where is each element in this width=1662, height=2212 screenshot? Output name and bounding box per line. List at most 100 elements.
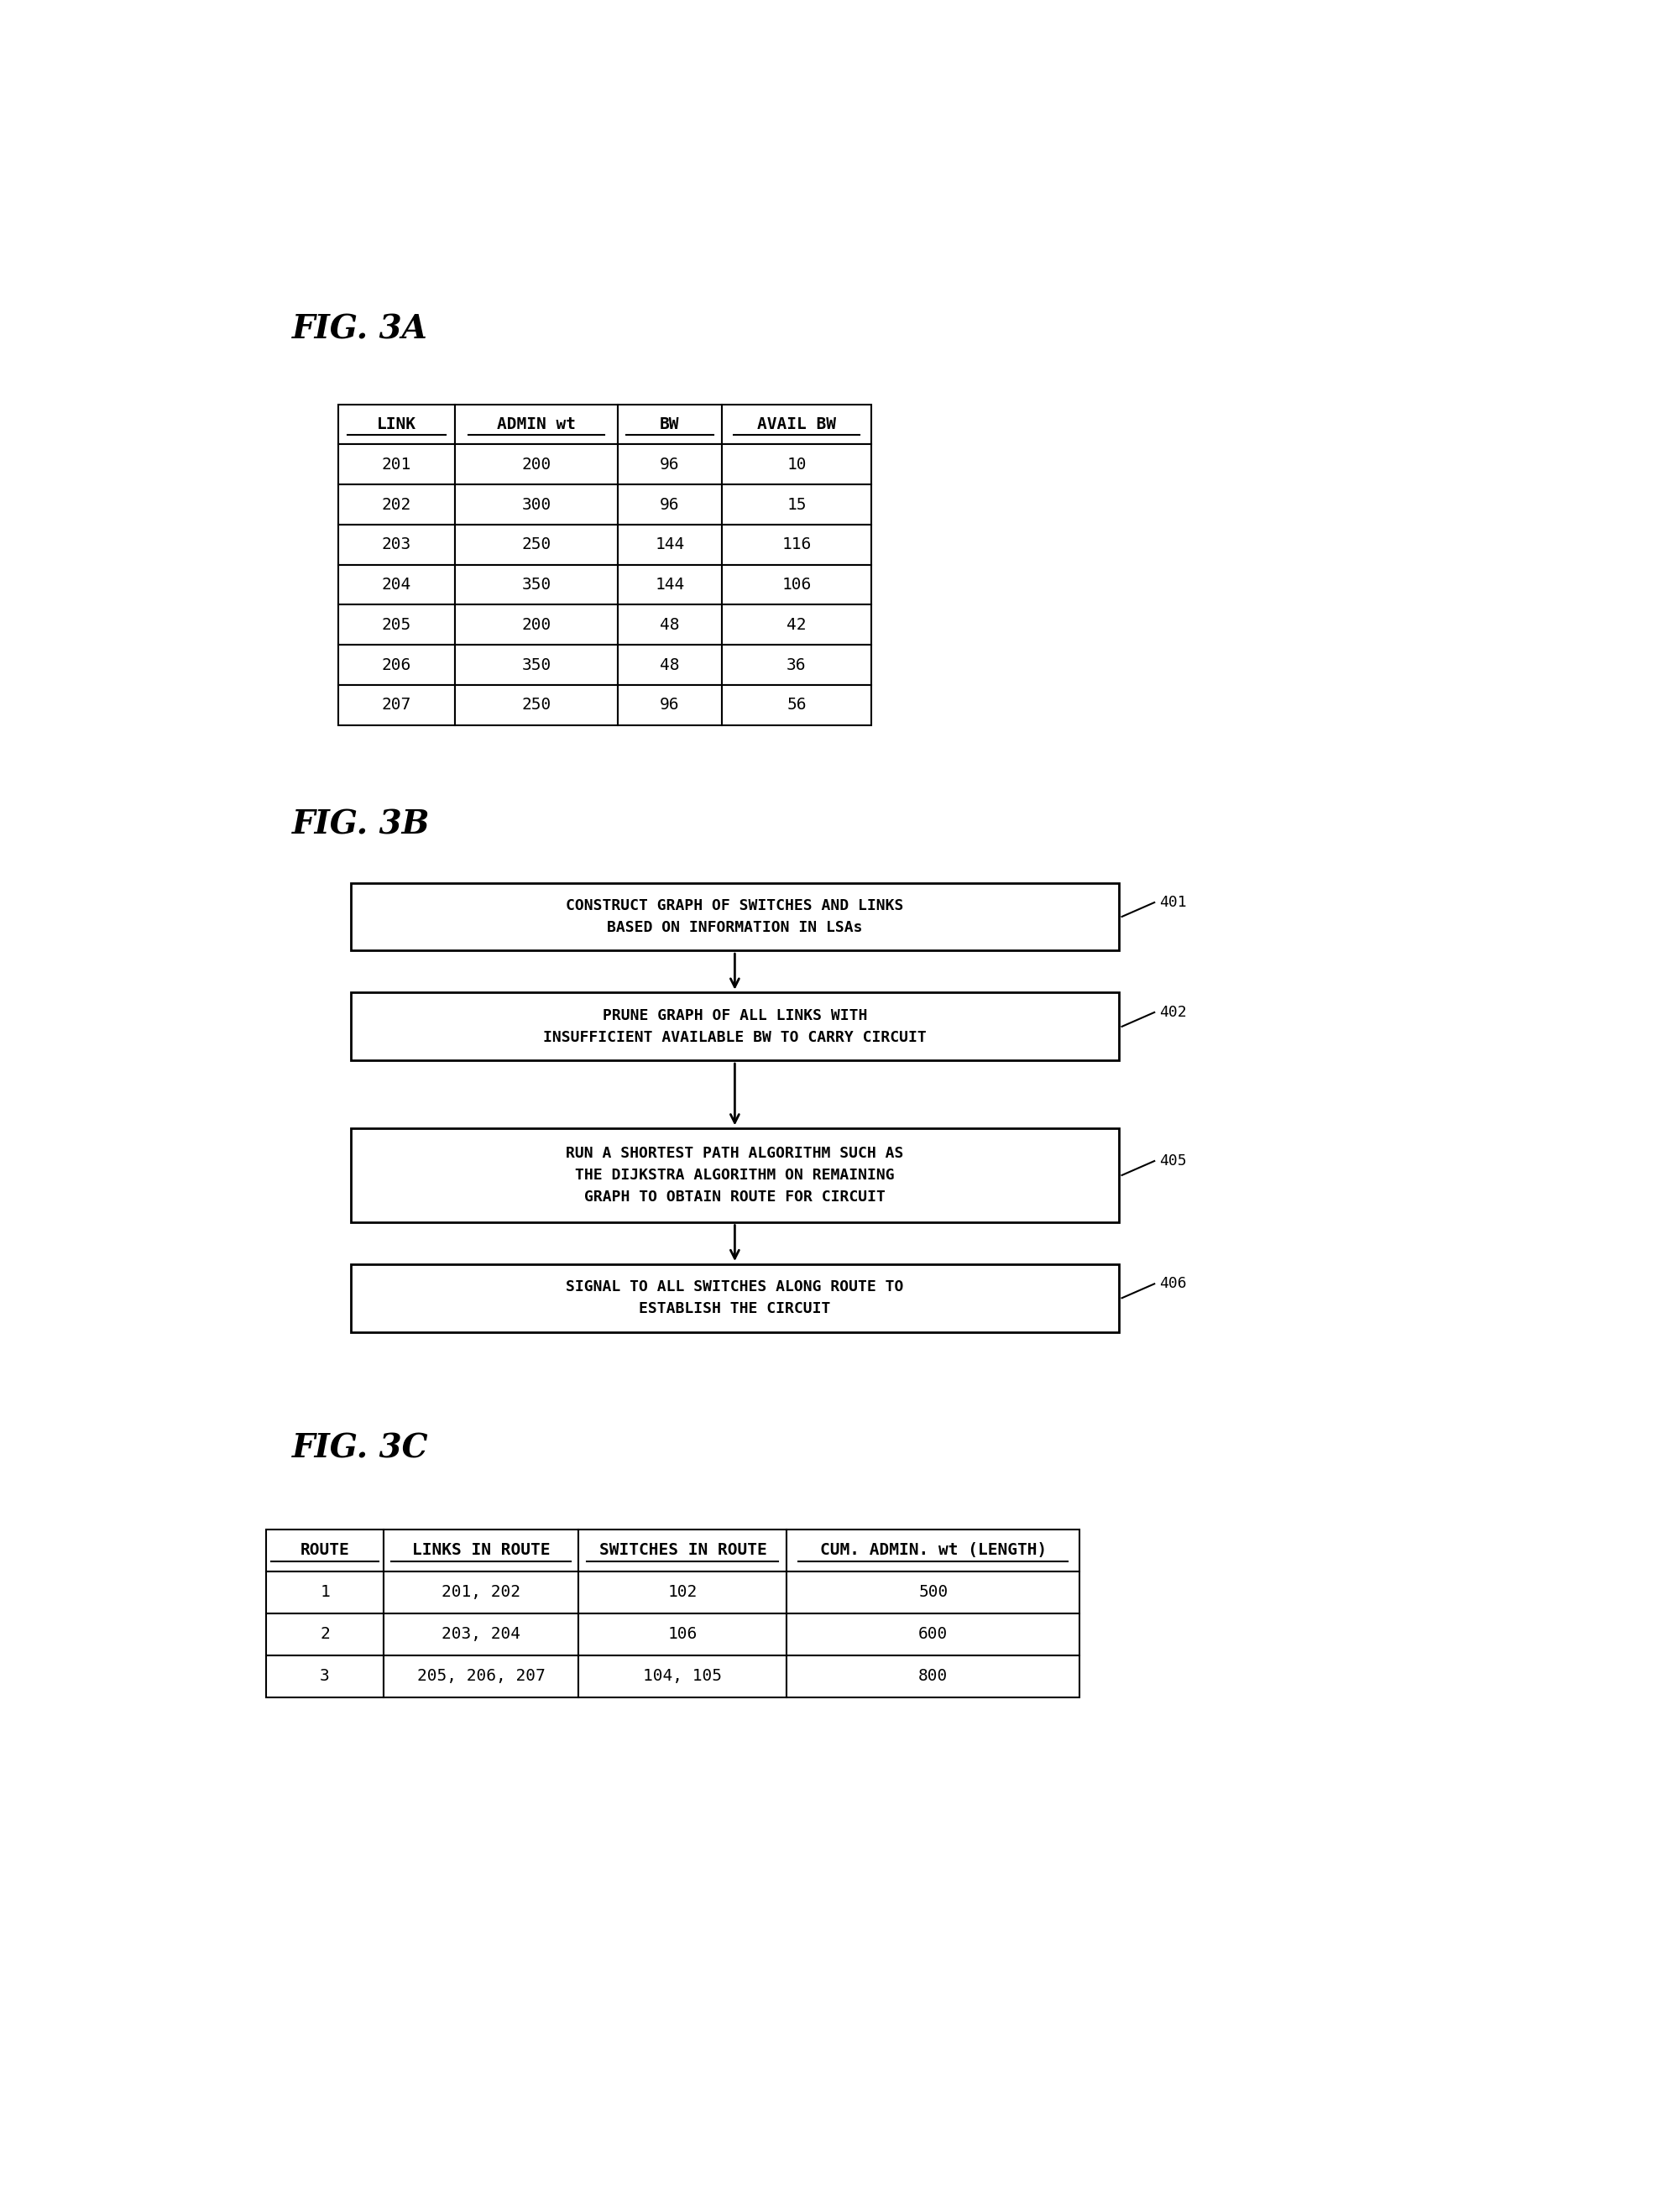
Text: RUN A SHORTEST PATH ALGORITHM SUCH AS
THE DIJKSTRA ALGORITHM ON REMAINING
GRAPH : RUN A SHORTEST PATH ALGORITHM SUCH AS TH… bbox=[565, 1146, 902, 1206]
Text: 800: 800 bbox=[917, 1668, 947, 1683]
Bar bbox=[455, 405, 617, 445]
Text: 56: 56 bbox=[786, 697, 806, 712]
Bar bbox=[617, 564, 721, 604]
Text: 205, 206, 207: 205, 206, 207 bbox=[417, 1668, 545, 1683]
Bar bbox=[721, 484, 871, 524]
Text: 201, 202: 201, 202 bbox=[442, 1584, 520, 1599]
Text: 500: 500 bbox=[917, 1584, 947, 1599]
Text: 144: 144 bbox=[655, 577, 685, 593]
Text: 200: 200 bbox=[522, 617, 550, 633]
Text: 205: 205 bbox=[382, 617, 411, 633]
Bar bbox=[786, 1655, 1079, 1697]
Bar bbox=[337, 524, 455, 564]
Bar bbox=[721, 405, 871, 445]
Text: 48: 48 bbox=[660, 657, 680, 672]
Bar bbox=[266, 1655, 384, 1697]
Text: 102: 102 bbox=[668, 1584, 696, 1599]
Bar bbox=[617, 484, 721, 524]
Text: PRUNE GRAPH OF ALL LINKS WITH
INSUFFICIENT AVAILABLE BW TO CARRY CIRCUIT: PRUNE GRAPH OF ALL LINKS WITH INSUFFICIE… bbox=[543, 1009, 926, 1046]
Bar bbox=[351, 1263, 1119, 1332]
Bar bbox=[337, 445, 455, 484]
Bar bbox=[617, 604, 721, 646]
Text: 36: 36 bbox=[786, 657, 806, 672]
Bar bbox=[721, 686, 871, 726]
Text: 600: 600 bbox=[917, 1626, 947, 1641]
Bar bbox=[721, 646, 871, 686]
Text: 96: 96 bbox=[660, 498, 680, 513]
Text: ROUTE: ROUTE bbox=[301, 1542, 349, 1557]
Text: 144: 144 bbox=[655, 538, 685, 553]
Bar bbox=[266, 1528, 384, 1571]
Text: 96: 96 bbox=[660, 456, 680, 473]
Text: 202: 202 bbox=[382, 498, 411, 513]
Text: 402: 402 bbox=[1158, 1004, 1187, 1020]
Text: 15: 15 bbox=[786, 498, 806, 513]
Bar bbox=[455, 646, 617, 686]
Text: LINKS IN ROUTE: LINKS IN ROUTE bbox=[412, 1542, 550, 1557]
Bar bbox=[617, 445, 721, 484]
Bar bbox=[578, 1655, 786, 1697]
Text: 106: 106 bbox=[668, 1626, 696, 1641]
Text: 96: 96 bbox=[660, 697, 680, 712]
Text: 42: 42 bbox=[786, 617, 806, 633]
Text: 201: 201 bbox=[382, 456, 411, 473]
Text: 401: 401 bbox=[1158, 896, 1187, 909]
Bar bbox=[384, 1655, 578, 1697]
Bar bbox=[617, 524, 721, 564]
Text: 207: 207 bbox=[382, 697, 411, 712]
Bar bbox=[455, 524, 617, 564]
Text: 350: 350 bbox=[522, 577, 550, 593]
Text: 300: 300 bbox=[522, 498, 550, 513]
Text: 250: 250 bbox=[522, 538, 550, 553]
Text: 203, 204: 203, 204 bbox=[442, 1626, 520, 1641]
Bar bbox=[578, 1571, 786, 1613]
Bar bbox=[351, 1128, 1119, 1221]
Bar bbox=[721, 564, 871, 604]
Text: 204: 204 bbox=[382, 577, 411, 593]
Bar bbox=[455, 484, 617, 524]
Text: 203: 203 bbox=[382, 538, 411, 553]
Text: 406: 406 bbox=[1158, 1276, 1187, 1292]
Text: 250: 250 bbox=[522, 697, 550, 712]
Bar bbox=[455, 604, 617, 646]
Bar bbox=[337, 604, 455, 646]
Bar bbox=[617, 646, 721, 686]
Bar bbox=[384, 1528, 578, 1571]
Bar bbox=[337, 564, 455, 604]
Bar bbox=[721, 445, 871, 484]
Text: SWITCHES IN ROUTE: SWITCHES IN ROUTE bbox=[598, 1542, 766, 1557]
Bar bbox=[351, 993, 1119, 1060]
Bar bbox=[384, 1613, 578, 1655]
Bar bbox=[786, 1613, 1079, 1655]
Text: ADMIN wt: ADMIN wt bbox=[497, 416, 575, 431]
Bar bbox=[455, 445, 617, 484]
Text: 3: 3 bbox=[319, 1668, 329, 1683]
Bar bbox=[337, 405, 455, 445]
Text: SIGNAL TO ALL SWITCHES ALONG ROUTE TO
ESTABLISH THE CIRCUIT: SIGNAL TO ALL SWITCHES ALONG ROUTE TO ES… bbox=[565, 1279, 902, 1316]
Text: 116: 116 bbox=[781, 538, 811, 553]
Text: BW: BW bbox=[660, 416, 680, 431]
Bar bbox=[455, 686, 617, 726]
Text: FIG. 3B: FIG. 3B bbox=[293, 807, 430, 841]
Text: 106: 106 bbox=[781, 577, 811, 593]
Bar bbox=[578, 1613, 786, 1655]
Text: FIG. 3C: FIG. 3C bbox=[293, 1431, 429, 1464]
Text: FIG. 3A: FIG. 3A bbox=[293, 314, 429, 345]
Bar bbox=[786, 1571, 1079, 1613]
Text: 2: 2 bbox=[319, 1626, 329, 1641]
Bar bbox=[721, 604, 871, 646]
Text: LINK: LINK bbox=[377, 416, 416, 431]
Bar bbox=[337, 484, 455, 524]
Bar bbox=[337, 686, 455, 726]
Bar bbox=[786, 1528, 1079, 1571]
Text: CUM. ADMIN. wt (LENGTH): CUM. ADMIN. wt (LENGTH) bbox=[819, 1542, 1045, 1557]
Bar bbox=[384, 1571, 578, 1613]
Text: 48: 48 bbox=[660, 617, 680, 633]
Bar bbox=[266, 1613, 384, 1655]
Text: CONSTRUCT GRAPH OF SWITCHES AND LINKS
BASED ON INFORMATION IN LSAs: CONSTRUCT GRAPH OF SWITCHES AND LINKS BA… bbox=[565, 898, 902, 936]
Text: 405: 405 bbox=[1158, 1152, 1187, 1168]
Bar bbox=[266, 1571, 384, 1613]
Text: 206: 206 bbox=[382, 657, 411, 672]
Bar bbox=[337, 646, 455, 686]
Text: 10: 10 bbox=[786, 456, 806, 473]
